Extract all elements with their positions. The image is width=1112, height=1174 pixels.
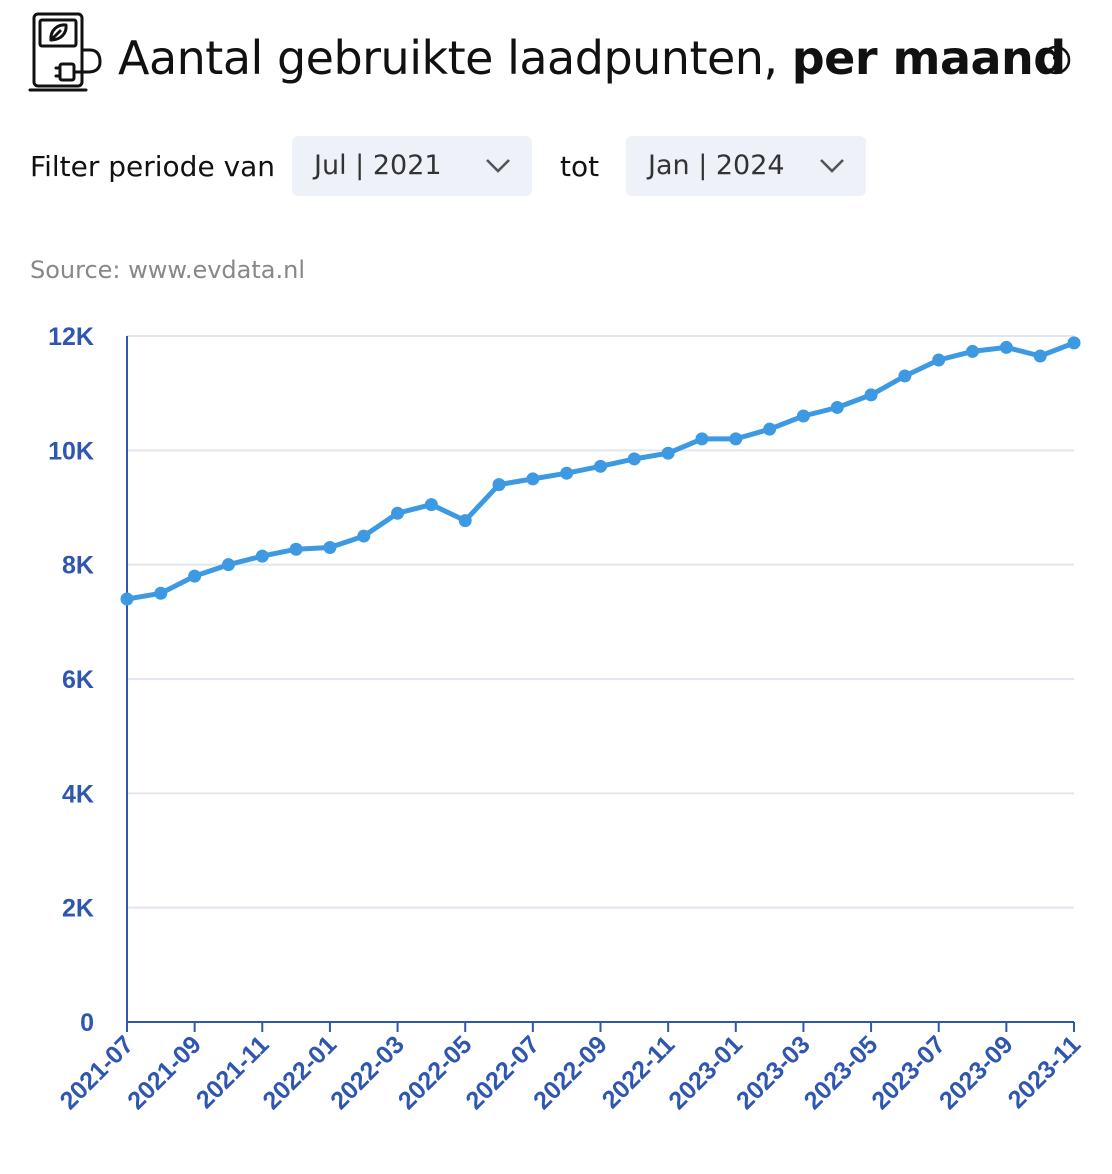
to-period-select[interactable]: Jan | 2024 (626, 136, 866, 196)
period-filter: Filter periode van Jul | 2021 tot Jan | … (30, 136, 930, 198)
data-point (966, 344, 980, 358)
data-point (458, 514, 472, 528)
data-point (424, 498, 438, 512)
data-point (830, 400, 844, 414)
data-point (864, 388, 878, 402)
y-tick-label: 4K (62, 780, 94, 808)
line-chart: 02K4K6K8K10K12K2021-072021-092021-112022… (48, 323, 1087, 1115)
x-tick-label: 2022-11 (597, 1030, 681, 1114)
chevron-down-icon (486, 159, 510, 173)
data-point (1067, 336, 1081, 350)
title-light: Aantal gebruikte laadpunten, (118, 31, 778, 85)
filter-label: Filter periode van (30, 150, 276, 183)
x-tick-label: 2022-01 (257, 1030, 342, 1115)
y-tick-label: 10K (48, 437, 94, 465)
y-tick-label: 8K (62, 552, 94, 580)
data-point (255, 549, 269, 563)
data-point (492, 478, 506, 492)
x-tick-label: 2022-09 (528, 1030, 613, 1115)
x-tick-label: 2023-05 (799, 1030, 884, 1115)
page-title: Aantal gebruikte laadpunten, per maand (118, 30, 1066, 86)
x-tick-label: 2022-05 (393, 1030, 478, 1115)
x-tick-label: 2023-01 (663, 1030, 748, 1115)
data-point (1033, 349, 1047, 363)
y-tick-label: 6K (62, 666, 94, 694)
data-point (221, 558, 235, 572)
data-point (695, 432, 709, 446)
data-point (932, 353, 946, 367)
data-point (999, 340, 1013, 354)
y-tick-label: 0 (80, 1009, 94, 1037)
info-icon[interactable] (1040, 44, 1072, 76)
from-period-value: Jul | 2021 (314, 150, 442, 181)
y-tick-label: 2K (62, 895, 94, 923)
x-tick-label: 2021-11 (191, 1030, 275, 1114)
x-tick-label: 2021-09 (122, 1030, 207, 1115)
data-point (594, 459, 607, 473)
data-point (357, 529, 371, 543)
x-tick-label: 2022-07 (460, 1030, 545, 1115)
source-note: Source: www.evdata.nl (30, 256, 305, 284)
data-point (898, 369, 912, 383)
y-tick-label: 12K (48, 323, 94, 351)
data-point (627, 452, 641, 466)
x-tick-label: 2023-11 (1003, 1030, 1087, 1114)
data-point (796, 409, 810, 423)
data-point (763, 422, 777, 436)
ev-charger-icon (28, 12, 102, 92)
x-tick-label: 2022-03 (325, 1030, 410, 1115)
page-header: Aantal gebruikte laadpunten, per maand (24, 8, 1094, 98)
data-point (661, 446, 675, 460)
from-period-select[interactable]: Jul | 2021 (292, 136, 532, 196)
data-point (526, 472, 540, 486)
data-point (323, 541, 337, 555)
title-bold: per maand (791, 31, 1067, 85)
data-point (120, 592, 134, 606)
to-period-value: Jan | 2024 (648, 150, 785, 181)
data-point (391, 506, 405, 520)
x-tick-label: 2023-07 (866, 1030, 951, 1115)
x-tick-label: 2023-03 (731, 1030, 816, 1115)
to-label: tot (560, 150, 600, 183)
data-point (729, 432, 743, 446)
data-point (289, 542, 303, 556)
data-point (560, 466, 574, 480)
chevron-down-icon (820, 159, 844, 173)
x-tick-label: 2023-09 (934, 1030, 1019, 1115)
data-point (188, 569, 202, 583)
data-point (154, 586, 168, 600)
x-tick-label: 2021-07 (55, 1030, 140, 1115)
